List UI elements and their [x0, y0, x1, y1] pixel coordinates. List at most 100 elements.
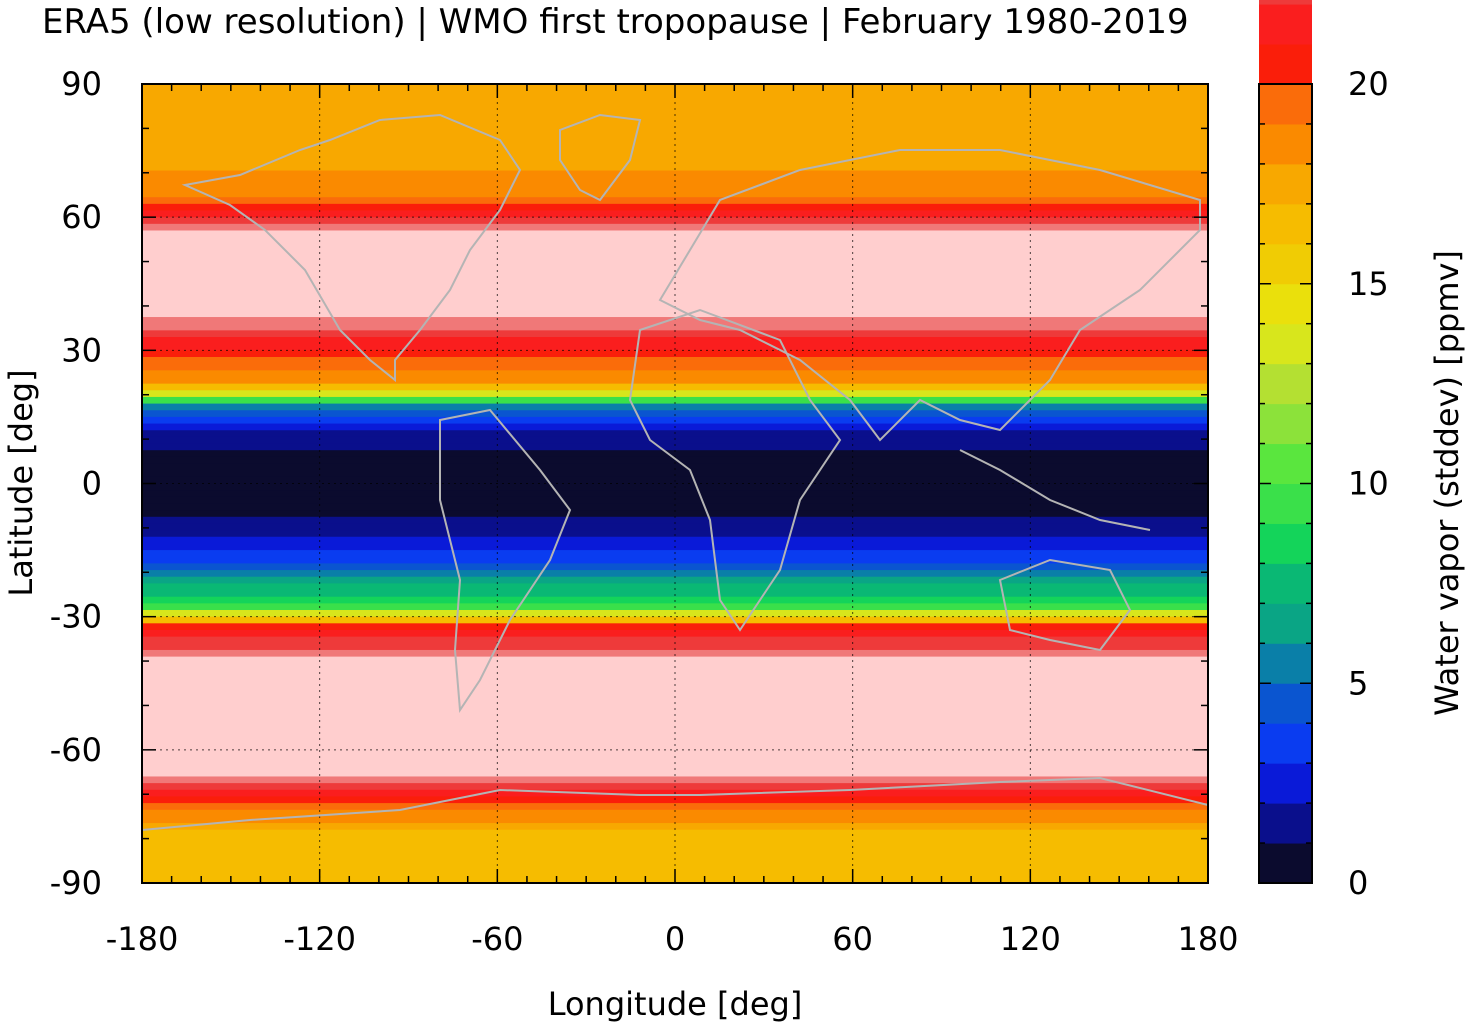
- colorbar-swatch: [1259, 203, 1312, 245]
- heatmap-band: [142, 97, 1208, 105]
- y-tick-label: 30: [61, 331, 102, 369]
- x-tick-label: 60: [832, 920, 873, 958]
- heatmap-band: [142, 197, 1208, 205]
- heatmap-band: [142, 510, 1208, 518]
- colorbar-swatch: [1259, 4, 1312, 45]
- heatmap-band: [142, 217, 1208, 225]
- coastline-maritime-continent: [959, 449, 1151, 531]
- heatmap-band: [142, 190, 1208, 198]
- colorbar-tick-label: 0: [1348, 864, 1368, 902]
- heatmap-band: [142, 376, 1208, 385]
- colorbar-swatch: [1259, 363, 1312, 405]
- grid-lines: [142, 84, 1208, 883]
- heatmap-band: [142, 283, 1208, 292]
- x-tick-label: -180: [106, 920, 179, 958]
- heatmap-band: [142, 696, 1208, 704]
- heatmap-band: [142, 769, 1208, 778]
- y-tick-label: 90: [61, 65, 102, 103]
- colorbar-label: Water vapor (stddev) [ppmv]: [1428, 250, 1466, 716]
- heatmap-band: [142, 523, 1208, 531]
- y-tick-label: 0: [82, 465, 102, 503]
- heatmap-band: [142, 563, 1208, 571]
- heatmap-band: [142, 570, 1208, 578]
- colorbar-swatch: [1259, 243, 1312, 285]
- heatmap-band: [142, 463, 1208, 471]
- heatmap-band: [142, 530, 1208, 538]
- heatmap-band: [142, 809, 1208, 818]
- heatmap-band: [142, 863, 1208, 871]
- heatmap-band: [142, 816, 1208, 824]
- colorbar-swatch: [1259, 763, 1312, 804]
- colorbar: [1258, 0, 1313, 884]
- heatmap-band: [142, 709, 1208, 718]
- heatmap-band: [142, 503, 1208, 511]
- colorbar-swatch: [1259, 163, 1312, 205]
- x-axis-ticks: -180 -120 -60 0 60 120 180: [106, 84, 1239, 958]
- heatmap-band: [142, 330, 1208, 338]
- colorbar-swatch: [1259, 683, 1312, 724]
- heatmap-band: [142, 763, 1208, 771]
- heatmap-band: [142, 676, 1208, 684]
- colorbar-swatch: [1259, 323, 1312, 365]
- heatmap-band: [142, 796, 1208, 804]
- heatmap-band: [142, 277, 1208, 285]
- heatmap-band: [142, 649, 1208, 658]
- x-tick-label: -120: [283, 920, 356, 958]
- colorbar-swatch: [1259, 843, 1312, 884]
- heatmap-band: [142, 263, 1208, 272]
- heatmap-band: [142, 317, 1208, 325]
- heatmap-band: [142, 516, 1208, 525]
- heatmap-band: [142, 803, 1208, 811]
- heatmap-band: [142, 350, 1208, 358]
- heatmap-band: [142, 150, 1208, 158]
- heatmap-band: [142, 456, 1208, 465]
- colorbar-swatch: [1259, 123, 1312, 165]
- coastline-greenland: [559, 113, 642, 202]
- heatmap-band: [142, 496, 1208, 505]
- x-tick-label: 0: [665, 920, 685, 958]
- heatmap-band: [142, 257, 1208, 265]
- y-tick-label: -30: [50, 598, 102, 636]
- colorbar-swatch: [1259, 443, 1312, 484]
- y-axis-label: Latitude [deg]: [2, 369, 40, 596]
- coastline-south-america: [439, 408, 572, 713]
- heatmap-band: [142, 383, 1208, 391]
- x-axis-label: Longitude [deg]: [548, 985, 803, 1023]
- coastline-north-america: [181, 113, 522, 383]
- colorbar-swatch: [1259, 523, 1312, 564]
- heatmap-band: [142, 470, 1208, 478]
- colorbar-ticks: 0 5 10 15 20: [1259, 65, 1389, 902]
- heatmap-band: [142, 443, 1208, 451]
- heatmap-band: [142, 130, 1208, 138]
- colorbar-tick-label: 15: [1348, 265, 1389, 303]
- heatmap-band: [142, 636, 1208, 644]
- heatmap-band: [142, 396, 1208, 405]
- colorbar-swatch: [1259, 563, 1312, 604]
- heatmap-band: [142, 556, 1208, 564]
- heatmap-band: [142, 390, 1208, 398]
- heatmap-band: [142, 343, 1208, 351]
- heatmap-band: [142, 590, 1208, 598]
- coastline-antarctica: [142, 776, 1208, 831]
- colorbar-swatch: [1259, 603, 1312, 644]
- heatmap-band: [142, 337, 1208, 345]
- y-tick-label: -90: [50, 864, 102, 902]
- heatmap-band: [142, 410, 1208, 418]
- heatmap-band: [142, 250, 1208, 258]
- heatmap-band: [142, 223, 1208, 232]
- heatmap-band: [142, 703, 1208, 711]
- coastlines: [142, 113, 1208, 831]
- heatmap-band: [142, 829, 1208, 837]
- colorbar-swatch: [1259, 283, 1312, 325]
- heatmap-band: [142, 323, 1208, 331]
- heatmap-band: [142, 157, 1208, 165]
- colorbar-tick-label: 10: [1348, 465, 1389, 503]
- heatmap-band: [142, 103, 1208, 112]
- x-tick-label: 120: [1000, 920, 1061, 958]
- x-tick-label: 180: [1177, 920, 1238, 958]
- heatmap-band: [142, 310, 1208, 318]
- heatmap-band: [142, 756, 1208, 764]
- heatmap-band: [142, 643, 1208, 651]
- heatmap-band: [142, 823, 1208, 831]
- heatmap-band: [142, 583, 1208, 591]
